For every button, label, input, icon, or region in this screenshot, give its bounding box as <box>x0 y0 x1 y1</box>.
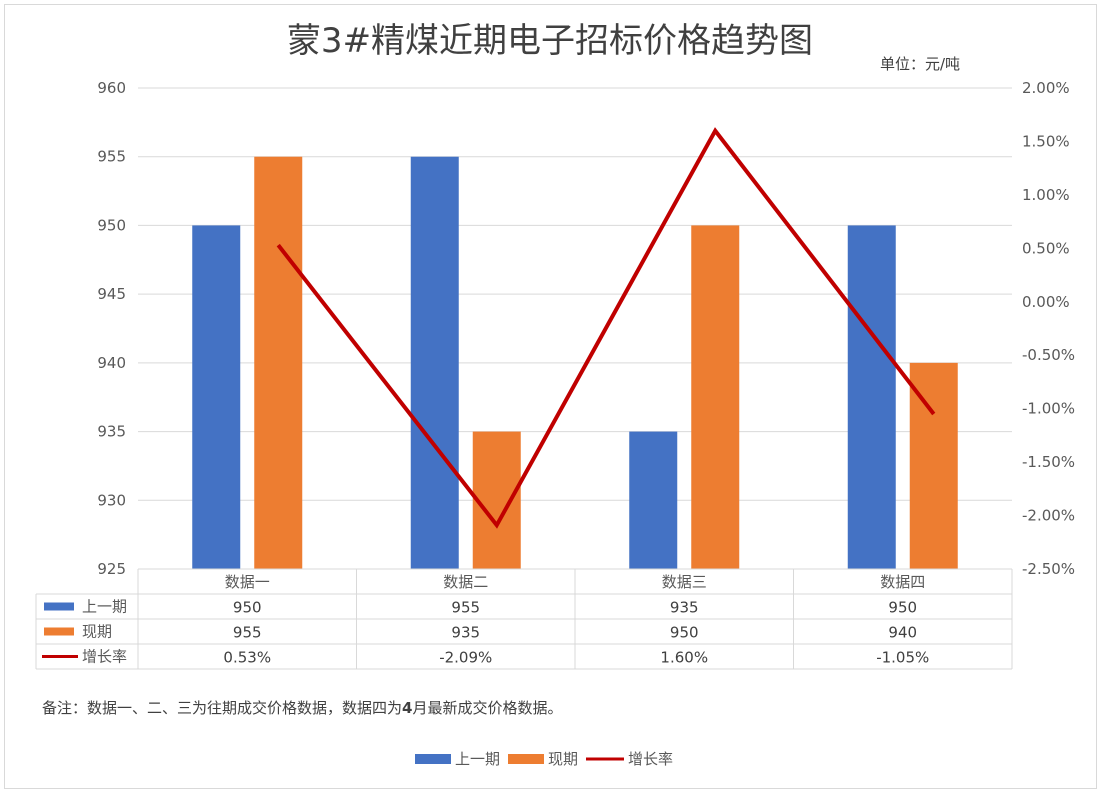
table-row-label: 现期 <box>82 623 112 641</box>
note-bold: 4 <box>402 699 412 717</box>
table-legend-key <box>44 627 74 636</box>
y-tick-right: 2.00% <box>1022 79 1070 97</box>
chart-title: 蒙3#精煤近期电子招标价格趋势图 <box>287 21 813 61</box>
bar-previous <box>410 156 459 569</box>
table-cell: 955 <box>451 599 480 617</box>
legend-label: 增长率 <box>628 750 673 768</box>
legend-key <box>508 754 544 764</box>
legend-key <box>415 754 451 764</box>
table-cell: 935 <box>451 624 480 642</box>
table-row-label: 增长率 <box>82 648 127 666</box>
y-tick-right: -2.50% <box>1022 560 1075 578</box>
legend: 上一期 现期 增长率 <box>415 750 673 768</box>
bar-previous <box>192 225 241 569</box>
y-tick-right: -1.00% <box>1022 400 1075 418</box>
table-cell: 950 <box>888 599 917 617</box>
note-prefix: 备注：数据一、二、三为往期成交价格数据，数据四为 <box>42 699 402 717</box>
table-cell: -2.09% <box>439 649 492 667</box>
bar-current <box>254 156 303 569</box>
category-label: 数据四 <box>880 573 925 591</box>
bar-previous <box>847 225 896 569</box>
bar-previous <box>629 431 678 569</box>
note-suffix: 月最新成交价格数据。 <box>412 699 562 717</box>
bar-current <box>472 431 521 569</box>
category-label: 数据三 <box>662 573 707 591</box>
y-tick-left: 930 <box>97 491 126 509</box>
table-cell: 0.53% <box>223 649 271 667</box>
unit-label: 单位：元/吨 <box>880 55 960 73</box>
y-tick-left: 945 <box>97 285 126 303</box>
y-tick-right: 1.50% <box>1022 132 1070 150</box>
table-cell: -1.05% <box>876 649 929 667</box>
y-tick-left: 935 <box>97 423 126 441</box>
table-cell: 940 <box>888 624 917 642</box>
table-legend-key <box>44 602 74 611</box>
table-cell: 955 <box>233 624 262 642</box>
table-cell: 1.60% <box>660 649 708 667</box>
y-tick-right: 0.00% <box>1022 293 1070 311</box>
legend-label: 上一期 <box>455 750 500 768</box>
y-tick-left: 925 <box>97 560 126 578</box>
bars <box>192 156 958 569</box>
bar-current <box>691 225 740 569</box>
y-tick-left: 955 <box>97 148 126 166</box>
bar-current <box>909 362 958 569</box>
category-label: 数据二 <box>443 573 488 591</box>
y-tick-right: -0.50% <box>1022 346 1075 364</box>
y-tick-left: 950 <box>97 216 126 234</box>
y-tick-right: -1.50% <box>1022 453 1075 471</box>
y-tick-left: 940 <box>97 354 126 372</box>
y-tick-right: 1.00% <box>1022 186 1070 204</box>
growth-line-path <box>276 127 936 529</box>
y-tick-right: 0.50% <box>1022 239 1070 257</box>
y-axis-right: 2.00% 1.50% 1.00% 0.50% 0.00% -0.50% -1.00% -1.… <box>1022 79 1075 578</box>
y-tick-right: -2.00% <box>1022 507 1075 525</box>
category-label: 数据一 <box>225 573 270 591</box>
table-cell: 950 <box>670 624 699 642</box>
legend-label: 现期 <box>548 750 578 768</box>
growth-line <box>276 127 936 529</box>
table-cell: 935 <box>670 599 699 617</box>
table-cell: 950 <box>233 599 262 617</box>
y-axis-left: 960 955 950 945 940 935 930 925 <box>97 79 126 578</box>
note-text: 备注：数据一、二、三为往期成交价格数据，数据四为4月最新成交价格数据。 <box>42 699 562 717</box>
table-row-label: 上一期 <box>82 598 127 616</box>
chart-frame <box>4 4 1097 789</box>
y-tick-left: 960 <box>97 79 126 97</box>
